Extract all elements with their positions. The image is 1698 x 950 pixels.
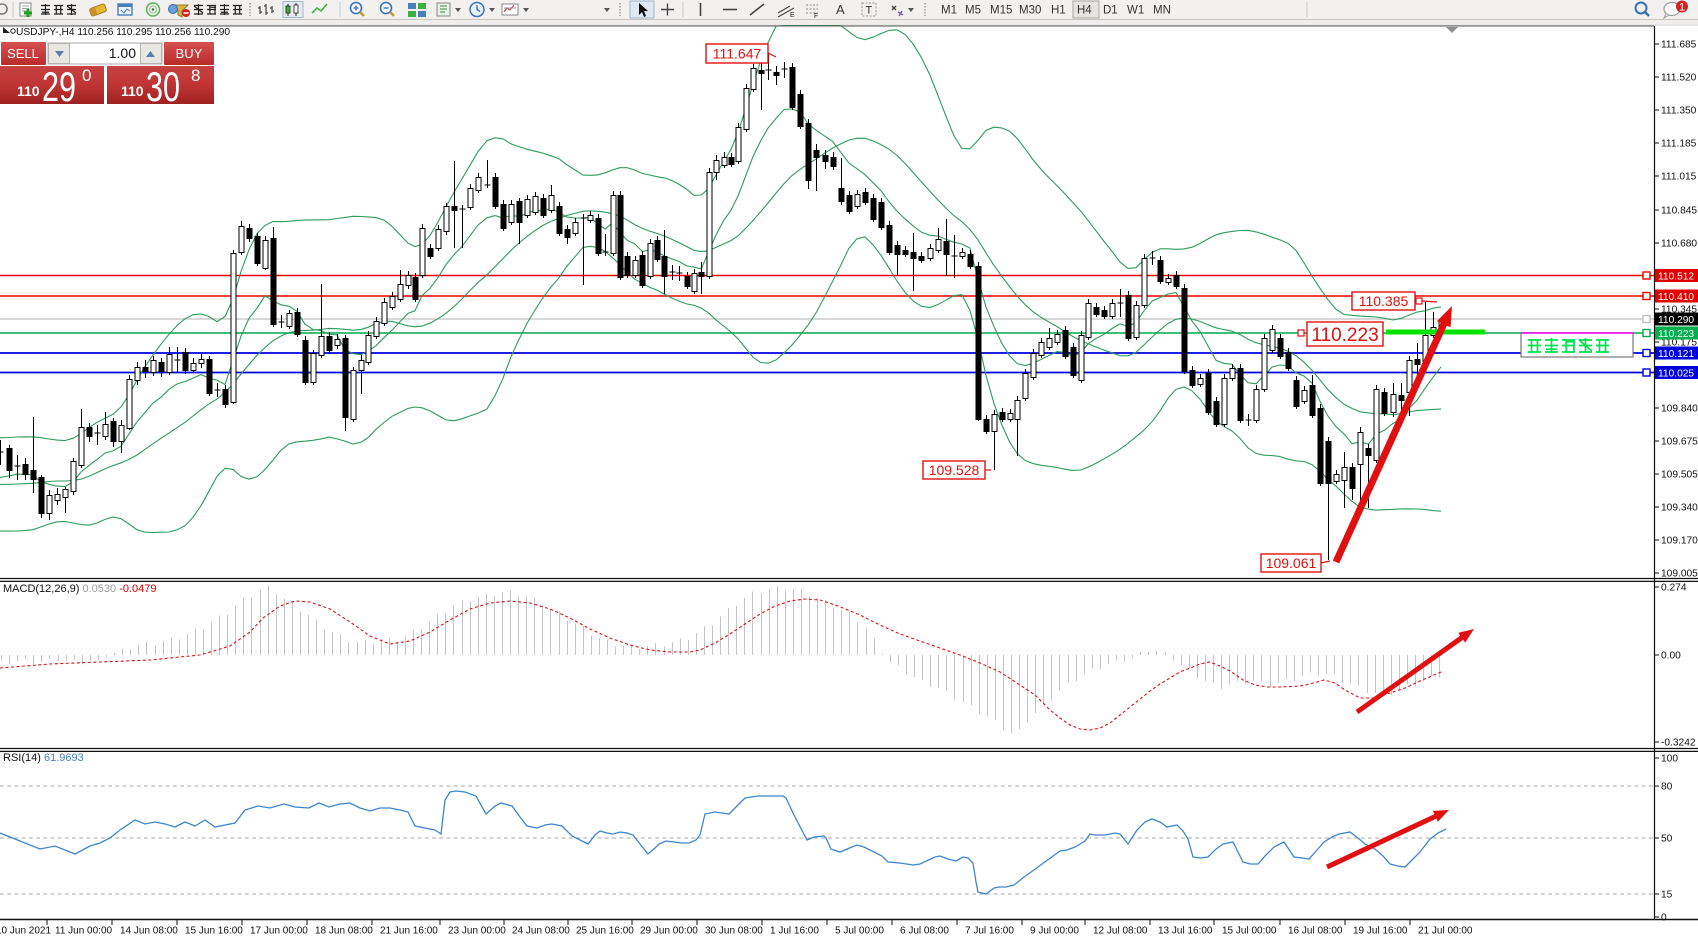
svg-text:111.350: 111.350 [1661,106,1697,117]
svg-text:16 Jul 08:00: 16 Jul 08:00 [1288,926,1343,937]
svg-text:80: 80 [1661,782,1673,793]
svg-text:M5: M5 [965,5,981,17]
svg-text:110.223: 110.223 [1658,329,1694,340]
svg-text:14 Jun 08:00: 14 Jun 08:00 [120,926,178,937]
svg-text:110.223: 110.223 [1311,325,1378,346]
svg-text:D1: D1 [1103,5,1118,17]
svg-text:M30: M30 [1019,5,1041,17]
svg-text:MN: MN [1153,5,1171,17]
svg-text:110.175: 110.175 [1661,338,1697,349]
svg-text:109.528: 109.528 [929,462,980,478]
svg-text:H4: H4 [1077,5,1092,17]
svg-text:111.685: 111.685 [1661,40,1697,51]
svg-text:13 Jul 16:00: 13 Jul 16:00 [1158,926,1213,937]
svg-text:MACD(12,26,9) 0.0530 -0.0479: MACD(12,26,9) 0.0530 -0.0479 [3,583,157,595]
svg-text:19 Jul 16:00: 19 Jul 16:00 [1353,926,1408,937]
svg-text:109.061: 109.061 [1266,555,1317,571]
svg-text:18 Jun 08:00: 18 Jun 08:00 [315,926,373,937]
svg-text:110.680: 110.680 [1661,239,1697,250]
svg-text:109.005: 109.005 [1661,569,1698,580]
svg-text:111.015: 111.015 [1661,172,1697,183]
svg-text:110.410: 110.410 [1658,292,1694,303]
svg-text:USDJPY-,H4 110.256 110.295 11: USDJPY-,H4 110.256 110.295 110.256 110.2… [16,27,230,38]
svg-text:110: 110 [17,83,40,99]
svg-text:110.845: 110.845 [1661,206,1697,217]
svg-text:12 Jul 08:00: 12 Jul 08:00 [1093,926,1148,937]
svg-text:50: 50 [1661,834,1673,845]
svg-text:110.345: 110.345 [1661,305,1697,316]
svg-text:111.520: 111.520 [1661,73,1697,84]
svg-text:A: A [836,2,845,17]
svg-text:5 Jul 00:00: 5 Jul 00:00 [835,926,884,937]
svg-text:109.170: 109.170 [1661,536,1698,547]
svg-text:8: 8 [191,66,200,85]
svg-text:21 Jul 00:00: 21 Jul 00:00 [1418,926,1473,937]
svg-text:109.340: 109.340 [1661,503,1698,514]
svg-text:110.385: 110.385 [1359,293,1409,309]
svg-text:1.00: 1.00 [109,45,136,61]
svg-text:30: 30 [146,63,180,110]
svg-text:110: 110 [121,83,144,99]
svg-text:0.274: 0.274 [1661,583,1687,594]
svg-text:17 Jun 00:00: 17 Jun 00:00 [250,926,308,937]
svg-text:E: E [790,12,795,19]
svg-text:109.675: 109.675 [1661,437,1698,448]
svg-text:25 Jun 16:00: 25 Jun 16:00 [576,926,634,937]
svg-text:24 Jun 08:00: 24 Jun 08:00 [512,926,570,937]
svg-text:110.025: 110.025 [1658,368,1694,379]
svg-text:F: F [814,13,818,20]
svg-text:29: 29 [42,63,76,110]
svg-text:BUY: BUY [176,46,203,61]
svg-text:110.121: 110.121 [1658,349,1694,360]
svg-text:21 Jun 16:00: 21 Jun 16:00 [380,926,438,937]
svg-text:110.512: 110.512 [1658,271,1694,282]
svg-text:1 Jul 16:00: 1 Jul 16:00 [770,926,819,937]
svg-text:1: 1 [1679,2,1685,14]
svg-text:7 Jul 16:00: 7 Jul 16:00 [965,926,1014,937]
svg-text:15: 15 [1661,890,1673,901]
svg-text:W1: W1 [1127,5,1144,17]
svg-text:15 Jul 00:00: 15 Jul 00:00 [1222,926,1277,937]
svg-text:SELL: SELL [7,46,39,61]
svg-text:111.185: 111.185 [1661,139,1697,150]
svg-text:M15: M15 [990,5,1012,17]
svg-text:23 Jun 00:00: 23 Jun 00:00 [448,926,506,937]
svg-text:30 Jun 08:00: 30 Jun 08:00 [705,926,763,937]
svg-text:109.505: 109.505 [1661,470,1698,481]
svg-text:RSI(14) 61.9693: RSI(14) 61.9693 [3,752,84,764]
svg-text:10 Jun 2021: 10 Jun 2021 [0,926,51,937]
svg-text:0.00: 0.00 [1661,651,1681,662]
svg-text:0: 0 [82,66,91,85]
svg-text:100: 100 [1661,754,1678,765]
svg-text:109.840: 109.840 [1661,404,1698,415]
svg-text:15 Jun 16:00: 15 Jun 16:00 [185,926,243,937]
svg-text:M1: M1 [941,5,957,17]
svg-text:9 Jul 00:00: 9 Jul 00:00 [1030,926,1079,937]
svg-text:6 Jul 08:00: 6 Jul 08:00 [900,926,949,937]
svg-text:111.647: 111.647 [713,46,762,62]
svg-text:29 Jun 00:00: 29 Jun 00:00 [640,926,698,937]
svg-text:110.290: 110.290 [1658,315,1694,326]
svg-text:-0.3242: -0.3242 [1661,738,1696,749]
svg-text:H1: H1 [1051,5,1066,17]
svg-text:T: T [866,5,873,17]
svg-text:0: 0 [1661,913,1667,924]
svg-text:11 Jun 00:00: 11 Jun 00:00 [55,926,113,937]
